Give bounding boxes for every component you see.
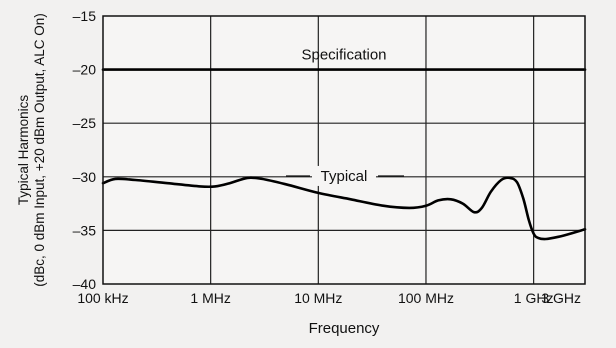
- y-axis-label-line2: (dBc, 0 dBm Input, +20 dBm Output, ALC O…: [32, 13, 47, 287]
- series-lines: [101, 68, 587, 241]
- specification-label: Specification: [301, 47, 386, 64]
- typical-label-bg: [312, 165, 376, 186]
- x-tick-label: 1 GHz: [514, 290, 554, 306]
- x-tick-label: 1 MHz: [190, 290, 230, 306]
- y-tick-label: –15: [73, 8, 97, 24]
- x-tick-label: 100 kHz: [77, 290, 128, 306]
- y-tick-label: –20: [73, 62, 97, 78]
- plot-area-background: [103, 16, 585, 284]
- x-tick-label: 3 GHz: [541, 290, 581, 306]
- y-tick-label: –25: [73, 115, 97, 131]
- plot-frame: [102, 15, 586, 285]
- x-tick-label: 10 MHz: [294, 290, 342, 306]
- x-tick-label: 100 MHz: [398, 290, 454, 306]
- x-axis-label: Frequency: [309, 320, 380, 337]
- typical-line: [101, 176, 587, 241]
- typical-label: Typical: [321, 168, 368, 185]
- annotations: Specification Typical: [286, 47, 404, 186]
- y-tick-label: –35: [73, 222, 97, 238]
- grid-lines: [103, 16, 585, 284]
- y-tick-label: –40: [73, 276, 97, 292]
- y-axis-label-line1: Typical Harmonics: [16, 95, 31, 206]
- y-tick-label: –30: [73, 169, 97, 185]
